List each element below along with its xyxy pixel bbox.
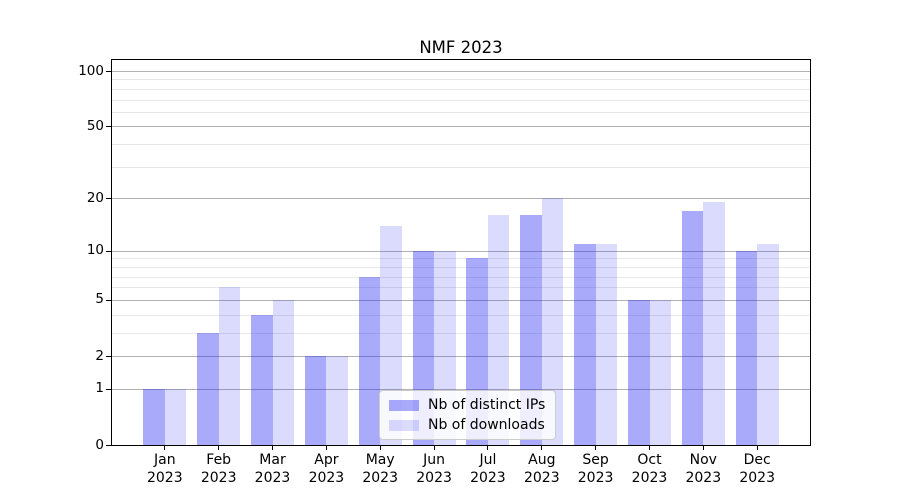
gridline-minor-90 <box>112 79 810 81</box>
y-tick-label-0: 0 <box>95 436 104 453</box>
x-tick-label-sep: Sep 2023 <box>577 452 614 486</box>
bar-distinct-ips-may <box>358 276 381 445</box>
gridline-minor-80 <box>112 88 810 90</box>
bar-downloads-apr <box>326 356 348 445</box>
x-tick-label-jul: Jul 2023 <box>470 452 506 486</box>
x-tick-mark-jun <box>433 445 435 450</box>
bar-downloads-jul <box>487 215 510 445</box>
y-tick-mark-50 <box>106 126 111 128</box>
x-tick-mark-jan <box>164 445 166 450</box>
legend: Nb of distinct IPs Nb of downloads <box>379 390 557 440</box>
y-tick-label-20: 20 <box>86 189 104 206</box>
legend-swatch-downloads <box>389 419 419 431</box>
gridline-minor-3 <box>112 332 810 334</box>
bar-downloads-oct <box>649 299 671 445</box>
x-tick-label-mar: Mar 2023 <box>254 452 291 486</box>
gridline-major-1 <box>112 388 810 390</box>
y-tick-mark-100 <box>106 71 111 72</box>
gridline-major-10 <box>112 250 810 252</box>
bar-downloads-jan <box>164 388 187 445</box>
y-tick-mark-20 <box>106 198 111 200</box>
x-tick-label-may: May 2023 <box>362 452 398 486</box>
bar-downloads-nov <box>703 202 725 445</box>
x-tick-label-nov: Nov 2023 <box>685 452 722 486</box>
gridline-minor-40 <box>112 144 810 146</box>
legend-entry-downloads: Nb of downloads <box>389 417 545 433</box>
y-tick-mark-1 <box>106 388 111 390</box>
y-tick-label-100: 100 <box>78 62 104 79</box>
bar-downloads-dec <box>757 243 779 445</box>
y-tick-label-10: 10 <box>86 242 104 259</box>
bar-distinct-ips-mar <box>251 314 273 445</box>
x-tick-mark-oct <box>649 445 650 450</box>
gridline-major-100 <box>112 71 810 72</box>
bar-downloads-aug <box>541 198 564 445</box>
x-tick-mark-aug <box>541 445 543 450</box>
x-tick-mark-apr <box>325 445 327 450</box>
bar-distinct-ips-feb <box>197 332 219 445</box>
y-tick-mark-0 <box>106 445 111 446</box>
gridline-major-5 <box>112 299 810 301</box>
x-tick-label-jan: Jan 2023 <box>146 452 183 486</box>
bar-distinct-ips-apr <box>304 356 327 445</box>
x-tick-label-aug: Aug 2023 <box>523 452 560 486</box>
gridline-minor-7 <box>112 276 810 278</box>
x-tick-label-oct: Oct 2023 <box>631 452 668 486</box>
y-tick-label-5: 5 <box>95 291 104 308</box>
x-tick-mark-feb <box>218 445 220 450</box>
legend-swatch-distinct-ips <box>389 399 419 411</box>
legend-entry-distinct-ips: Nb of distinct IPs <box>389 397 545 413</box>
y-tick-label-2: 2 <box>95 347 104 364</box>
y-tick-label-1: 1 <box>95 380 104 397</box>
gridline-minor-9 <box>112 258 810 260</box>
x-tick-label-apr: Apr 2023 <box>308 452 345 486</box>
bar-distinct-ips-aug <box>520 215 542 445</box>
x-tick-mark-dec <box>756 445 758 450</box>
bar-downloads-mar <box>272 299 294 445</box>
bar-downloads-sep <box>595 243 618 445</box>
gridline-minor-70 <box>112 99 810 101</box>
x-tick-mark-mar <box>272 445 273 450</box>
gridline-minor-6 <box>112 287 810 289</box>
gridline-major-20 <box>112 198 810 200</box>
plot-area: 0 1 2 5 10 20 50 100 Jan 2023 Feb 2023 Mar 2023 Ap… <box>78 59 811 486</box>
bar-distinct-ips-sep <box>574 243 596 445</box>
legend-label-downloads: Nb of downloads <box>428 417 545 433</box>
y-tick-mark-2 <box>106 356 111 357</box>
x-tick-mark-jul <box>487 445 489 450</box>
y-tick-mark-5 <box>106 299 111 301</box>
gridline-minor-4 <box>112 314 810 316</box>
x-tick-mark-sep <box>595 445 597 450</box>
gridline-minor-60 <box>112 111 810 113</box>
gridline-major-50 <box>112 126 810 128</box>
bar-distinct-ips-jan <box>143 388 165 445</box>
gridline-minor-8 <box>112 266 810 268</box>
x-tick-mark-may <box>379 445 381 450</box>
bar-distinct-ips-dec <box>735 250 758 445</box>
gridline-minor-30 <box>112 166 810 168</box>
chart-title: NMF 2023 <box>419 38 503 57</box>
gridline-major-2 <box>112 356 810 357</box>
legend-label-distinct-ips: Nb of distinct IPs <box>428 397 546 413</box>
x-tick-label-jun: Jun 2023 <box>416 452 452 486</box>
x-tick-label-dec: Dec 2023 <box>739 452 775 486</box>
y-tick-mark-10 <box>106 250 111 252</box>
bar-downloads-feb <box>218 287 241 445</box>
bar-distinct-ips-oct <box>628 299 650 445</box>
x-tick-mark-nov <box>702 445 704 450</box>
bar-distinct-ips-nov <box>681 210 704 445</box>
x-tick-label-feb: Feb 2023 <box>200 452 237 486</box>
y-tick-label-50: 50 <box>86 117 104 134</box>
